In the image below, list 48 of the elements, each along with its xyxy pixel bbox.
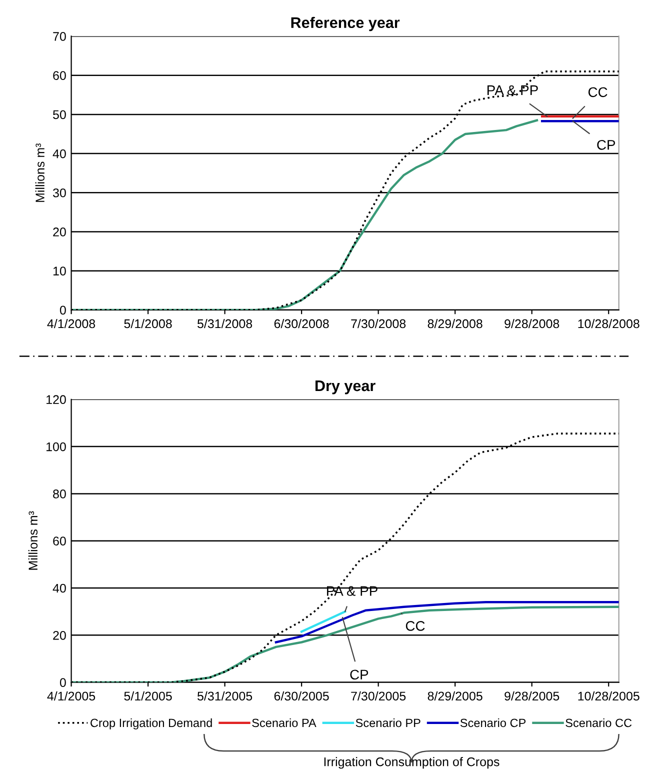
x-tick-label: 4/1/2005 xyxy=(47,691,96,701)
x-tick-label: 7/30/2008 xyxy=(351,318,406,328)
y-axis-title: Millions m³ xyxy=(35,143,44,202)
annotation: CC xyxy=(588,87,608,98)
legend-label: Scenario CC xyxy=(566,718,632,728)
x-tick-label: 9/28/2005 xyxy=(504,691,560,701)
x-tick-label: 6/30/2005 xyxy=(274,691,329,701)
y-tick-label: 40 xyxy=(52,584,66,593)
x-tick-label: 7/30/2005 xyxy=(351,691,406,701)
x-tick-label: 10/28/2008 xyxy=(578,318,640,328)
legend-label: Scenario CP xyxy=(460,718,526,728)
y-tick-label: 100 xyxy=(46,442,66,452)
y-tick-label: 70 xyxy=(53,32,66,41)
y-tick-label: 60 xyxy=(53,536,66,546)
legend-label: Scenario PA xyxy=(252,718,316,728)
x-tick-label: 8/29/2008 xyxy=(428,318,482,328)
y-tick-label: 120 xyxy=(46,395,66,404)
annotation: PA & PP xyxy=(487,85,538,96)
line-series xyxy=(274,601,619,644)
x-tick-label: 10/28/2005 xyxy=(578,691,640,701)
y-tick-label: 40 xyxy=(52,149,66,158)
y-tick-label: 20 xyxy=(53,630,66,640)
x-tick-label: 9/28/2008 xyxy=(504,318,560,328)
annotation: CP xyxy=(597,140,616,150)
x-tick-label: 5/31/2008 xyxy=(198,318,252,328)
y-tick-label: 50 xyxy=(53,110,66,120)
y-tick-label: 10 xyxy=(53,266,66,276)
y-tick-label: 20 xyxy=(53,228,66,236)
y-tick-label: 60 xyxy=(53,71,66,80)
line-series xyxy=(71,119,538,310)
y-axis-title: Millions m³ xyxy=(28,511,38,570)
y-tick-label: 0 xyxy=(60,306,66,315)
y-tick-label: 30 xyxy=(52,188,66,198)
x-tick-label: 4/1/2008 xyxy=(47,318,96,328)
x-tick-label: 5/31/2005 xyxy=(198,691,252,701)
annotation: CC xyxy=(406,621,425,631)
annotation: CP xyxy=(350,670,368,680)
chart-title: Reference year xyxy=(291,16,400,32)
chart-title: Dry year xyxy=(316,380,376,394)
x-tick-label: 5/1/2008 xyxy=(124,318,172,328)
legend-label: Scenario PP xyxy=(356,718,420,728)
x-tick-label: 8/29/2005 xyxy=(428,691,482,701)
legend-label: Crop Irrigation Demand xyxy=(90,718,212,730)
text: Irrigation Consumption of Crops xyxy=(324,757,500,769)
x-tick-label: 6/30/2008 xyxy=(274,318,329,328)
y-tick-label: 80 xyxy=(53,490,66,498)
x-tick-label: 5/1/2005 xyxy=(124,691,172,701)
y-tick-label: 0 xyxy=(60,678,66,687)
